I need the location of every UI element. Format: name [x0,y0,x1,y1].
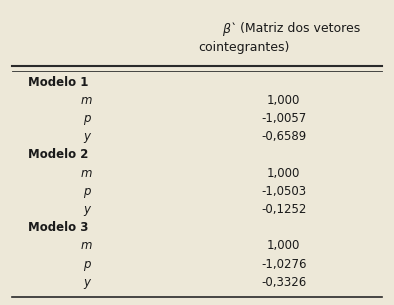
Text: -0,6589: -0,6589 [261,130,306,143]
Text: m: m [81,239,93,252]
Text: -0,3326: -0,3326 [261,276,306,289]
Text: p: p [83,257,91,271]
Text: 1,000: 1,000 [267,239,300,252]
Text: Modelo 2: Modelo 2 [28,149,88,161]
Text: Modelo 1: Modelo 1 [28,76,88,89]
Text: p: p [83,112,91,125]
Text: y: y [83,130,90,143]
Text: -1,0276: -1,0276 [261,257,307,271]
Text: cointegrantes): cointegrantes) [199,41,290,54]
Text: y: y [83,203,90,216]
Text: -1,0503: -1,0503 [261,185,306,198]
Text: m: m [81,167,93,180]
Text: m: m [81,94,93,107]
Text: -0,1252: -0,1252 [261,203,307,216]
Text: (Matriz dos vetores: (Matriz dos vetores [236,23,361,35]
Text: y: y [83,276,90,289]
Text: β`: β` [222,22,236,36]
Text: -1,0057: -1,0057 [261,112,306,125]
Text: 1,000: 1,000 [267,167,300,180]
Text: Modelo 3: Modelo 3 [28,221,88,234]
Text: 1,000: 1,000 [267,94,300,107]
Text: p: p [83,185,91,198]
